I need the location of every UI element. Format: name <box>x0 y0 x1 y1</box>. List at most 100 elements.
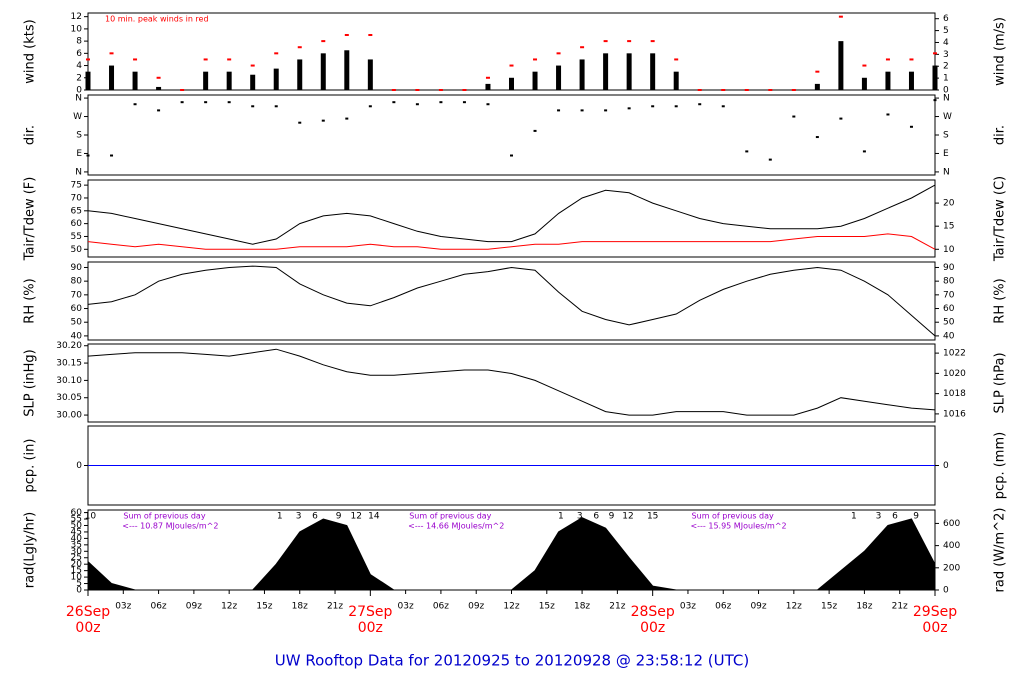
peak-mark <box>109 52 114 55</box>
y2-tick-label: 3 <box>943 50 949 60</box>
dir-point <box>86 154 90 157</box>
x-tick-label: 12z <box>221 602 237 612</box>
y-tick-label: 25 <box>71 553 82 563</box>
x-tick-label: 21z <box>892 602 908 612</box>
y2-tick-label: 1022 <box>943 349 966 359</box>
peak-mark <box>438 89 443 91</box>
y2-tick-label: 0 <box>943 461 949 471</box>
y-tick-label: 30.20 <box>56 341 82 351</box>
hour-label: 6 <box>312 512 318 522</box>
dir-point <box>510 154 513 157</box>
y-tick-label: 15 <box>71 566 82 576</box>
series-area <box>87 517 936 591</box>
y-tick-label: 55 <box>71 232 82 242</box>
hour-label: 9 <box>913 512 919 522</box>
y-tick-label: 45 <box>71 527 82 537</box>
y2-tick-label: 60 <box>943 304 955 314</box>
y2-tick-label: 1016 <box>943 409 966 419</box>
y-tick-label: 35 <box>71 540 82 550</box>
y-tick-label: 50 <box>71 318 83 328</box>
peak-mark <box>509 64 514 67</box>
hour-label: 9 <box>609 512 615 522</box>
x-tick-label: 09z <box>468 602 484 612</box>
sum-value: <--- 10.87 MJoules/m^2 <box>122 522 218 531</box>
dir-point <box>204 101 208 104</box>
y2-tick-label: 20 <box>943 199 955 209</box>
annotation: 10 min. peak winds in red <box>105 15 209 24</box>
y2-tick-label: 2 <box>943 62 949 72</box>
y2-axis-title: dir. <box>993 125 1008 145</box>
sum-title: Sum of previous day <box>123 512 205 521</box>
day-tick-time: 00z <box>358 620 383 636</box>
y-axis-title: rad(Lgly/hr) <box>23 512 38 588</box>
y-tick-label: 55 <box>71 515 82 525</box>
dir-point <box>627 107 631 110</box>
y-tick-label: 2 <box>76 73 82 83</box>
peak-mark <box>768 89 773 91</box>
y2-axis-title: wind (m/s) <box>993 17 1008 86</box>
peak-mark <box>650 40 655 43</box>
x-tick-label: 03z <box>680 602 696 612</box>
x-tick-label: 18z <box>292 602 308 612</box>
y-tick-label: 0 <box>76 461 82 471</box>
x-tick-label: 15z <box>821 602 837 612</box>
y-tick-label: S <box>76 131 82 141</box>
peak-mark <box>274 52 279 55</box>
y2-tick-label: 6 <box>943 14 949 24</box>
y2-tick-label: 0 <box>943 86 949 96</box>
peak-mark <box>862 64 867 67</box>
panel-frame <box>87 179 936 258</box>
x-tick-label: 12z <box>503 602 519 612</box>
y2-axis-title: rad (W/m^2) <box>993 508 1008 593</box>
y-tick-label: 30.10 <box>56 376 82 386</box>
y-tick-label: N <box>75 167 82 177</box>
peak-mark <box>721 89 726 91</box>
peak-mark <box>603 40 608 43</box>
dir-point <box>721 105 725 108</box>
peak-mark <box>391 89 396 91</box>
y-tick-label: 30.00 <box>56 411 82 421</box>
y-tick-label: 30.15 <box>56 359 82 369</box>
y-axis-title: wind (kts) <box>23 19 38 83</box>
dir-point <box>227 101 231 104</box>
dir-point <box>157 109 161 112</box>
sum-title: Sum of previous day <box>409 512 491 521</box>
y-tick-label: 0 <box>76 586 82 596</box>
y-tick-label: 60 <box>71 304 83 314</box>
peak-mark <box>86 58 90 61</box>
y-tick-label: 40 <box>71 331 83 341</box>
hour-label: 14 <box>368 512 380 522</box>
peak-mark <box>250 64 255 67</box>
hour-label: 1 <box>851 512 857 522</box>
day-tick-time: 00z <box>75 620 100 636</box>
hour-label: 3 <box>876 512 882 522</box>
sum-value: <--- 14.66 MJoules/m^2 <box>408 522 504 531</box>
dir-point <box>674 105 678 108</box>
y-tick-label: 10 <box>71 24 83 34</box>
hour-label: 1 <box>277 512 283 522</box>
dir-point <box>133 103 137 106</box>
day-tick-time: 00z <box>640 620 665 636</box>
series-line <box>87 184 936 245</box>
y-tick-label: 40 <box>71 534 83 544</box>
peak-mark <box>933 52 937 55</box>
x-tick-label: 06z <box>715 602 731 612</box>
dir-point <box>815 136 819 139</box>
dir-point <box>486 103 490 106</box>
peak-mark <box>674 58 679 61</box>
y-axis-title: pcp. (in) <box>23 439 38 493</box>
y2-tick-label: 40 <box>943 331 955 341</box>
hour-label: 6 <box>892 512 898 522</box>
y-axis-title: RH (%) <box>23 278 38 323</box>
y-tick-label: 50 <box>71 245 83 255</box>
panel-frame <box>87 261 936 341</box>
hour-label: 3 <box>577 512 583 522</box>
y2-tick-label: 1020 <box>943 369 966 379</box>
y2-tick-label: E <box>943 149 949 159</box>
x-tick-label: 12z <box>786 602 802 612</box>
y-tick-label: 6 <box>76 49 82 59</box>
dir-point <box>792 115 796 118</box>
x-tick-label: 03z <box>398 602 414 612</box>
y2-tick-label: 400 <box>943 541 960 551</box>
y2-tick-label: 1018 <box>943 389 966 399</box>
